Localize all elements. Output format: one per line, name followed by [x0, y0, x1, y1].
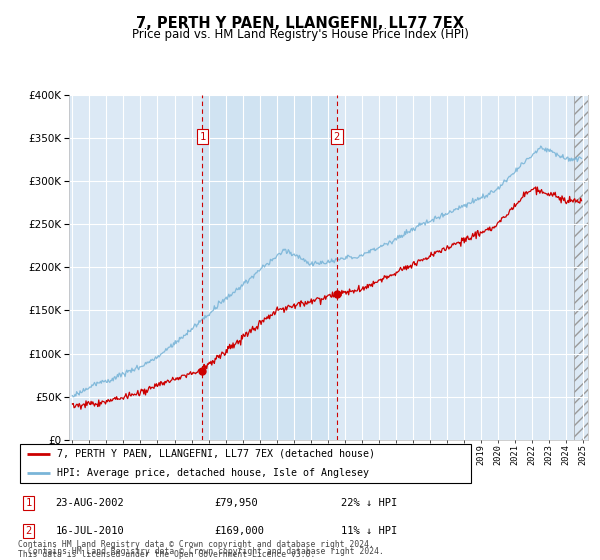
Text: 7, PERTH Y PAEN, LLANGEFNI, LL77 7EX (detached house): 7, PERTH Y PAEN, LLANGEFNI, LL77 7EX (de…	[57, 449, 375, 459]
Text: 22% ↓ HPI: 22% ↓ HPI	[341, 498, 397, 507]
Text: HPI: Average price, detached house, Isle of Anglesey: HPI: Average price, detached house, Isle…	[57, 468, 369, 478]
Bar	[574, 95, 588, 440]
Text: 7, PERTH Y PAEN, LLANGEFNI, LL77 7EX: 7, PERTH Y PAEN, LLANGEFNI, LL77 7EX	[136, 16, 464, 31]
Text: Contains HM Land Registry data © Crown copyright and database right 2024.
This d: Contains HM Land Registry data © Crown c…	[18, 540, 374, 559]
Bar	[202, 95, 337, 440]
Text: 23-AUG-2002: 23-AUG-2002	[55, 498, 124, 507]
Text: 2: 2	[334, 132, 340, 142]
Text: 2: 2	[25, 526, 31, 535]
Text: £169,000: £169,000	[214, 526, 264, 535]
Text: 1: 1	[199, 132, 206, 142]
Text: Price paid vs. HM Land Registry's House Price Index (HPI): Price paid vs. HM Land Registry's House …	[131, 28, 469, 41]
Text: 16-JUL-2010: 16-JUL-2010	[55, 526, 124, 535]
Text: £79,950: £79,950	[214, 498, 257, 507]
Text: 11% ↓ HPI: 11% ↓ HPI	[341, 526, 397, 535]
FancyBboxPatch shape	[20, 444, 471, 483]
Text: 1: 1	[25, 498, 31, 507]
Text: Contains HM Land Registry data © Crown copyright and database right 2024.: Contains HM Land Registry data © Crown c…	[28, 547, 384, 556]
